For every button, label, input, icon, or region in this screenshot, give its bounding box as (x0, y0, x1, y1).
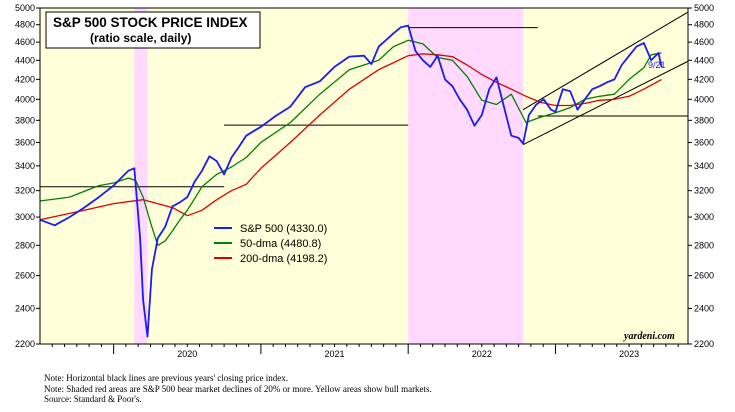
legend: S&P 500 (4330.0) 50-dma (4480.8) 200-dma… (214, 223, 327, 265)
y-tick-label-right: 3000 (694, 212, 714, 222)
title-box: S&P 500 STOCK PRICE INDEX (ratio scale, … (45, 11, 261, 49)
y-tick-label-right: 2800 (694, 240, 714, 250)
footnote-shading: Note: Shaded red areas are S&P 500 bear … (44, 383, 432, 394)
y-tick-label-left: 5000 (15, 3, 35, 13)
y-tick-label-left: 3400 (15, 161, 35, 171)
sp500-chart: 2200 2200 2400 2400 2600 2600 2800 2800 3000 3000… (15, 3, 714, 359)
y-tick-label-left: 3600 (15, 137, 35, 147)
footnote-horizontal-lines: Note: Horizontal black lines are previou… (44, 373, 289, 383)
x-year-label: 2023 (619, 349, 639, 359)
y-tick-label-right: 4000 (694, 94, 714, 104)
y-tick-label-left: 2200 (15, 339, 35, 349)
y-tick-label-right: 4600 (694, 37, 714, 47)
bear-market-region-0 (134, 8, 148, 344)
x-year-label: 2021 (325, 349, 345, 359)
y-tick-label-left: 3800 (15, 115, 35, 125)
y-tick-label-right: 3200 (694, 186, 714, 196)
chart-title: S&P 500 STOCK PRICE INDEX (53, 15, 248, 30)
bull-market-area (40, 8, 688, 344)
y-tick-label-right: 4200 (694, 74, 714, 84)
series-line-50-dma (39, 39, 662, 246)
legend-label-50dma: 50-dma (4480.8) (240, 238, 321, 250)
legend-label-sp500: S&P 500 (4330.0) (240, 223, 327, 235)
last-date-label: 9/21 (648, 60, 666, 70)
y-tick-label-right: 2200 (694, 339, 714, 349)
y-tick-label-left: 4400 (15, 55, 35, 65)
y-tick-label-left: 4200 (15, 74, 35, 84)
y-tick-label-right: 3600 (694, 137, 714, 147)
y-tick-label-left: 3200 (15, 186, 35, 196)
y-tick-label-left: 4000 (15, 94, 35, 104)
y-tick-label-left: 2400 (15, 303, 35, 313)
y-tick-label-right: 4400 (694, 55, 714, 65)
y-tick-label-right: 3400 (694, 161, 714, 171)
series-line-s-p-500 (39, 24, 663, 338)
y-tick-label-right: 4800 (694, 20, 714, 30)
y-tick-label-left: 4800 (15, 20, 35, 30)
y-tick-label-left: 2600 (15, 271, 35, 281)
legend-label-200dma: 200-dma (4198.2) (240, 253, 327, 265)
y-tick-label-left: 3000 (15, 212, 35, 222)
reference-lines (40, 11, 689, 188)
y-tick-label-left: 4600 (15, 37, 35, 47)
y-tick-label-right: 2600 (694, 271, 714, 281)
bear-market-region-1 (408, 8, 524, 344)
trend-channel-line-1 (522, 60, 689, 146)
source-credit: yardeni.com (623, 331, 675, 342)
plot-frame (39, 7, 689, 345)
x-year-label: 2022 (472, 349, 492, 359)
background-regions (40, 8, 688, 344)
axes: 2200 2200 2400 2400 2600 2600 2800 2800 3000 3000… (15, 3, 714, 359)
series-line-200-dma (39, 53, 662, 221)
trend-channel-line-0 (522, 11, 689, 111)
x-year-label: 2020 (177, 349, 197, 359)
y-tick-label-left: 2800 (15, 240, 35, 250)
y-tick-label-right: 3800 (694, 115, 714, 125)
chart-subtitle: (ratio scale, daily) (90, 31, 191, 45)
series-lines (39, 24, 663, 338)
y-tick-label-right: 5000 (694, 3, 714, 13)
footnotes: Note: Horizontal black lines are previou… (44, 373, 432, 405)
y-tick-label-right: 2400 (694, 303, 714, 313)
title-box-frame (45, 11, 261, 49)
footnote-source: Source: Standard & Poor's. (44, 394, 142, 404)
